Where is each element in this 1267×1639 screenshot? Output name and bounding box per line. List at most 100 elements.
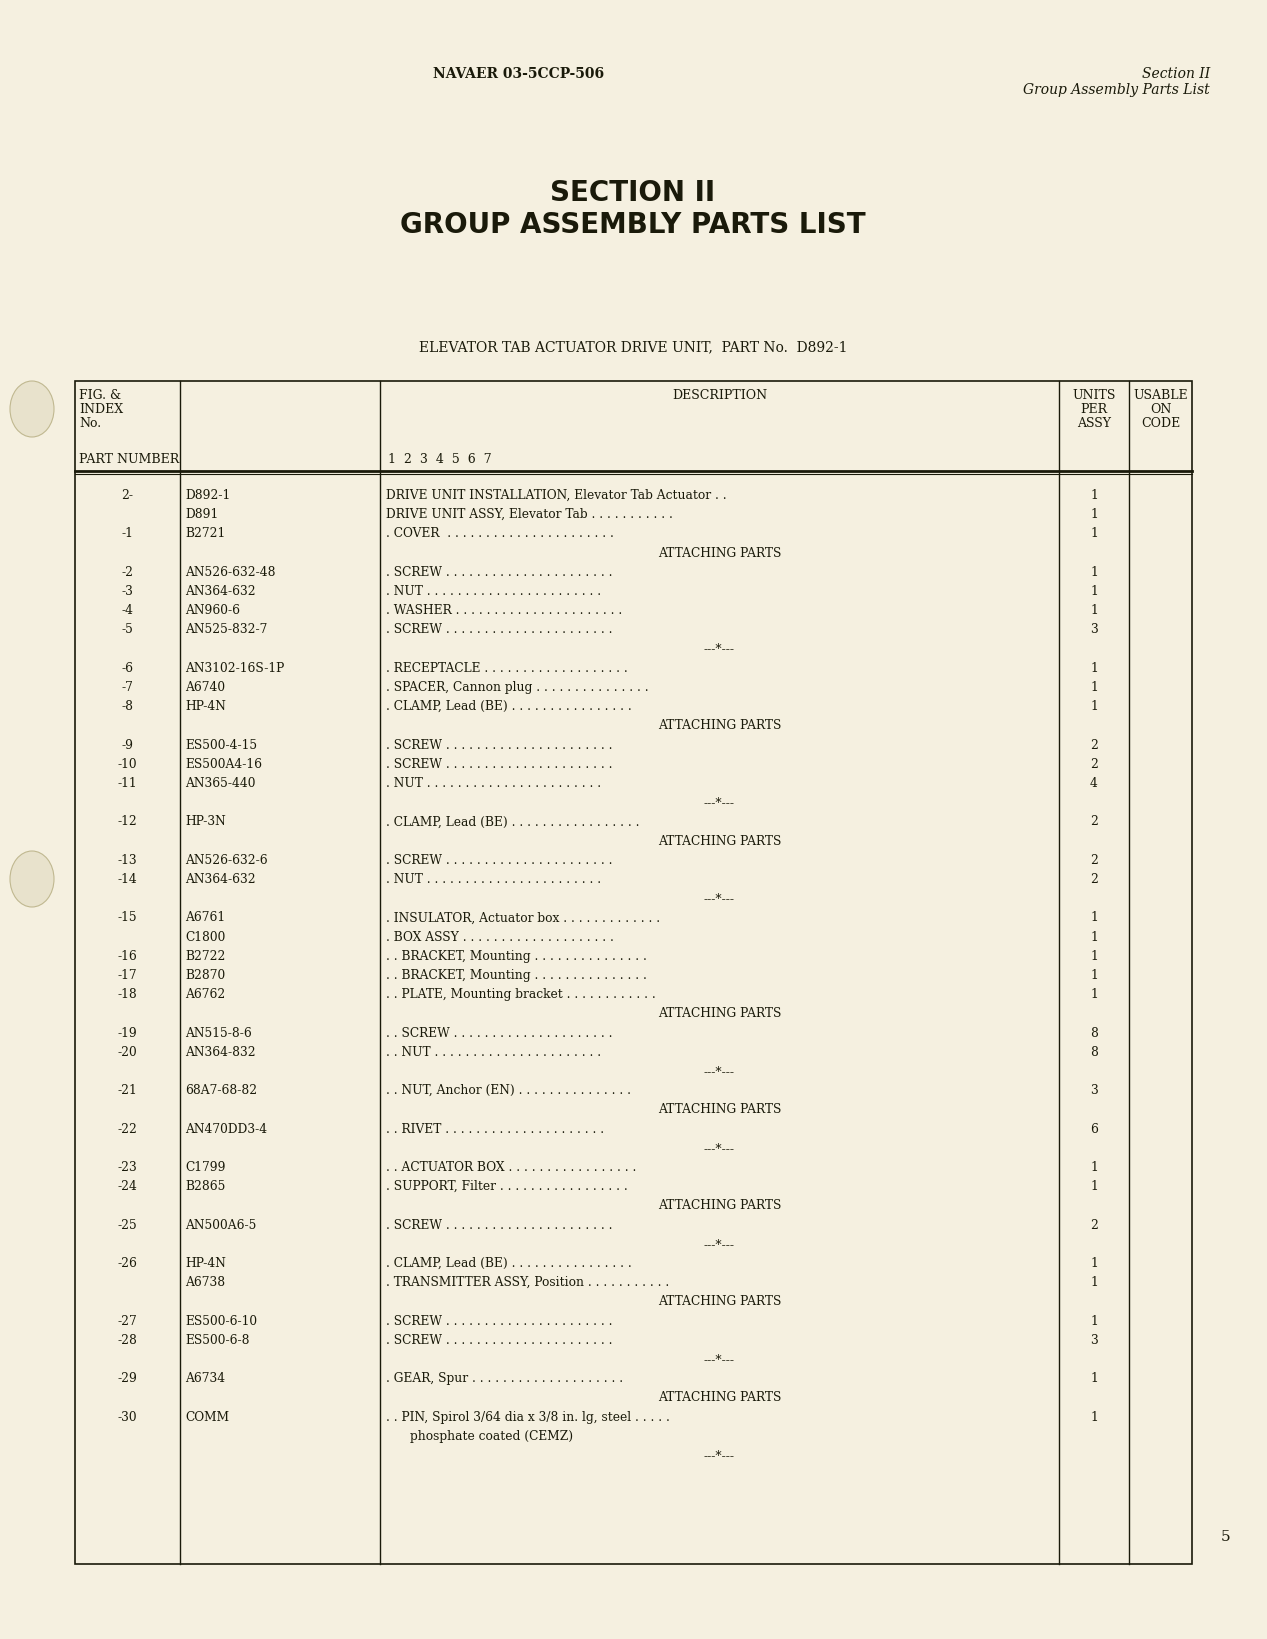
Text: ATTACHING PARTS: ATTACHING PARTS	[658, 1200, 782, 1213]
Text: 8: 8	[1090, 1026, 1098, 1039]
Text: B2721: B2721	[185, 528, 226, 541]
Text: AN364-632: AN364-632	[185, 585, 256, 598]
Text: . . NUT, Anchor (EN) . . . . . . . . . . . . . . .: . . NUT, Anchor (EN) . . . . . . . . . .…	[386, 1085, 631, 1096]
Text: . SCREW . . . . . . . . . . . . . . . . . . . . . .: . SCREW . . . . . . . . . . . . . . . . …	[386, 565, 612, 579]
Text: -9: -9	[122, 739, 133, 752]
Text: . TRANSMITTER ASSY, Position . . . . . . . . . . .: . TRANSMITTER ASSY, Position . . . . . .…	[386, 1277, 669, 1290]
Text: . SCREW . . . . . . . . . . . . . . . . . . . . . .: . SCREW . . . . . . . . . . . . . . . . …	[386, 1334, 612, 1347]
Text: -3: -3	[122, 585, 133, 598]
Text: -26: -26	[117, 1257, 137, 1270]
Text: . INSULATOR, Actuator box . . . . . . . . . . . . .: . INSULATOR, Actuator box . . . . . . . …	[386, 911, 660, 924]
Text: . NUT . . . . . . . . . . . . . . . . . . . . . . .: . NUT . . . . . . . . . . . . . . . . . …	[386, 777, 601, 790]
Text: . NUT . . . . . . . . . . . . . . . . . . . . . . .: . NUT . . . . . . . . . . . . . . . . . …	[386, 585, 601, 598]
Text: 5: 5	[1220, 1529, 1230, 1544]
Text: NAVAER 03-5CCP-506: NAVAER 03-5CCP-506	[433, 67, 604, 80]
Text: DRIVE UNIT INSTALLATION, Elevator Tab Actuator . .: DRIVE UNIT INSTALLATION, Elevator Tab Ac…	[386, 488, 727, 502]
Text: 1: 1	[1090, 1314, 1098, 1328]
Text: 1: 1	[1090, 1257, 1098, 1270]
Text: AN960-6: AN960-6	[185, 605, 239, 618]
Text: -22: -22	[117, 1123, 137, 1136]
Text: Group Assembly Parts List: Group Assembly Parts List	[1024, 84, 1210, 97]
Text: . WASHER . . . . . . . . . . . . . . . . . . . . . .: . WASHER . . . . . . . . . . . . . . . .…	[386, 605, 622, 618]
Text: . . SCREW . . . . . . . . . . . . . . . . . . . . .: . . SCREW . . . . . . . . . . . . . . . …	[386, 1026, 612, 1039]
Text: AN500A6-5: AN500A6-5	[185, 1219, 256, 1231]
Text: INDEX: INDEX	[79, 403, 123, 416]
Text: AN365-440: AN365-440	[185, 777, 256, 790]
Text: ---*---: ---*---	[704, 1142, 735, 1155]
Ellipse shape	[10, 380, 54, 438]
Text: -19: -19	[117, 1026, 137, 1039]
Text: -11: -11	[117, 777, 137, 790]
Text: ---*---: ---*---	[704, 1237, 735, 1251]
Text: -13: -13	[117, 854, 137, 867]
Text: -28: -28	[117, 1334, 137, 1347]
Text: HP-3N: HP-3N	[185, 815, 226, 828]
Text: . COVER  . . . . . . . . . . . . . . . . . . . . . .: . COVER . . . . . . . . . . . . . . . . …	[386, 528, 614, 541]
Text: . SCREW . . . . . . . . . . . . . . . . . . . . . .: . SCREW . . . . . . . . . . . . . . . . …	[386, 1314, 612, 1328]
Text: . SCREW . . . . . . . . . . . . . . . . . . . . . .: . SCREW . . . . . . . . . . . . . . . . …	[386, 623, 612, 636]
Text: ATTACHING PARTS: ATTACHING PARTS	[658, 1103, 782, 1116]
Text: ES500-4-15: ES500-4-15	[185, 739, 257, 752]
Text: A6761: A6761	[185, 911, 226, 924]
Text: B2722: B2722	[185, 949, 226, 962]
Text: . GEAR, Spur . . . . . . . . . . . . . . . . . . . .: . GEAR, Spur . . . . . . . . . . . . . .…	[386, 1372, 623, 1385]
Text: ATTACHING PARTS: ATTACHING PARTS	[658, 546, 782, 559]
Text: phosphate coated (CEMZ): phosphate coated (CEMZ)	[411, 1429, 573, 1442]
Text: -24: -24	[117, 1180, 137, 1193]
Text: COMM: COMM	[185, 1411, 229, 1424]
Text: AN364-832: AN364-832	[185, 1046, 256, 1059]
Text: 1: 1	[1090, 1160, 1098, 1174]
Text: AN3102-16S-1P: AN3102-16S-1P	[185, 662, 284, 675]
Text: ---*---: ---*---	[704, 1354, 735, 1365]
Text: SECTION II: SECTION II	[550, 179, 716, 207]
Ellipse shape	[10, 851, 54, 906]
Text: ATTACHING PARTS: ATTACHING PARTS	[658, 1295, 782, 1308]
Text: 8: 8	[1090, 1046, 1098, 1059]
Text: D892-1: D892-1	[185, 488, 231, 502]
Text: USABLE: USABLE	[1133, 388, 1188, 402]
Text: A6762: A6762	[185, 988, 226, 1001]
Text: . . PLATE, Mounting bracket . . . . . . . . . . . .: . . PLATE, Mounting bracket . . . . . . …	[386, 988, 656, 1001]
Text: AN364-632: AN364-632	[185, 874, 256, 887]
Text: 2: 2	[1090, 739, 1098, 752]
Text: 1: 1	[1090, 931, 1098, 944]
Text: -25: -25	[117, 1219, 137, 1231]
Text: No.: No.	[79, 416, 101, 429]
Text: . CLAMP, Lead (BE) . . . . . . . . . . . . . . . .: . CLAMP, Lead (BE) . . . . . . . . . . .…	[386, 700, 632, 713]
Text: -8: -8	[122, 700, 133, 713]
Text: 1: 1	[1090, 585, 1098, 598]
Text: C1799: C1799	[185, 1160, 226, 1174]
Text: . SCREW . . . . . . . . . . . . . . . . . . . . . .: . SCREW . . . . . . . . . . . . . . . . …	[386, 854, 612, 867]
Text: 2: 2	[1090, 815, 1098, 828]
Text: Section II: Section II	[1142, 67, 1210, 80]
Text: AN470DD3-4: AN470DD3-4	[185, 1123, 267, 1136]
Text: 1: 1	[1090, 488, 1098, 502]
Text: DRIVE UNIT ASSY, Elevator Tab . . . . . . . . . . .: DRIVE UNIT ASSY, Elevator Tab . . . . . …	[386, 508, 673, 521]
Text: 1: 1	[1090, 949, 1098, 962]
Text: 1: 1	[1090, 700, 1098, 713]
Text: DESCRIPTION: DESCRIPTION	[672, 388, 767, 402]
Text: 6: 6	[1090, 1123, 1098, 1136]
Text: . CLAMP, Lead (BE) . . . . . . . . . . . . . . . .: . CLAMP, Lead (BE) . . . . . . . . . . .…	[386, 1257, 632, 1270]
Text: 1: 1	[1090, 565, 1098, 579]
Text: -14: -14	[117, 874, 137, 887]
Text: C1800: C1800	[185, 931, 226, 944]
Text: ATTACHING PARTS: ATTACHING PARTS	[658, 834, 782, 847]
Text: . . BRACKET, Mounting . . . . . . . . . . . . . . .: . . BRACKET, Mounting . . . . . . . . . …	[386, 969, 647, 982]
Text: PER: PER	[1081, 403, 1107, 416]
Text: 3: 3	[1090, 1085, 1098, 1096]
Text: . SPACER, Cannon plug . . . . . . . . . . . . . . .: . SPACER, Cannon plug . . . . . . . . . …	[386, 680, 649, 693]
Text: 1: 1	[1090, 1277, 1098, 1290]
Text: B2870: B2870	[185, 969, 226, 982]
Text: -10: -10	[117, 757, 137, 770]
Text: . SCREW . . . . . . . . . . . . . . . . . . . . . .: . SCREW . . . . . . . . . . . . . . . . …	[386, 757, 612, 770]
Text: . . ACTUATOR BOX . . . . . . . . . . . . . . . . .: . . ACTUATOR BOX . . . . . . . . . . . .…	[386, 1160, 636, 1174]
Text: -23: -23	[117, 1160, 137, 1174]
Text: A6740: A6740	[185, 680, 226, 693]
Text: HP-4N: HP-4N	[185, 1257, 226, 1270]
Text: UNITS: UNITS	[1072, 388, 1116, 402]
Text: AN526-632-6: AN526-632-6	[185, 854, 267, 867]
Text: D891: D891	[185, 508, 218, 521]
Text: -15: -15	[117, 911, 137, 924]
Text: ATTACHING PARTS: ATTACHING PARTS	[658, 1008, 782, 1021]
